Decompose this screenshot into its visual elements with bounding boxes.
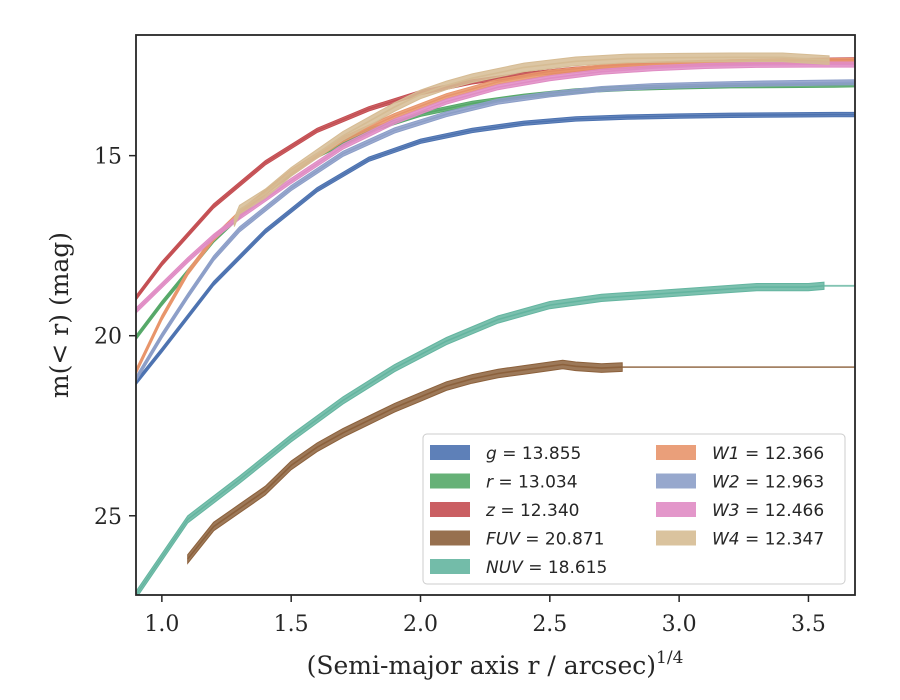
tick-layer: 1.0 1.5 2.0 2.5 3.0 3.5 15 20 25 bbox=[94, 145, 826, 637]
x-tick-label: 1.0 bbox=[144, 612, 179, 637]
legend: g = 13.855 r = 13.034 z = 12.340 FUV = 20.8… bbox=[422, 433, 846, 585]
legend-swatch-r bbox=[430, 473, 470, 489]
y-tick-label: 25 bbox=[94, 505, 122, 530]
series-band-nuv bbox=[136, 281, 825, 595]
series-line-g bbox=[136, 113, 855, 383]
legend-swatch-w1 bbox=[656, 445, 696, 460]
legend-swatch-w3 bbox=[656, 502, 696, 517]
legend-label-z: z = 12.340 bbox=[485, 501, 579, 521]
series-line-w2 bbox=[136, 81, 855, 380]
y-axis-label: m(< r) (mag) bbox=[45, 232, 74, 398]
x-tick-label: 3.5 bbox=[791, 612, 826, 637]
legend-swatch-w2 bbox=[656, 473, 696, 489]
series-fuv bbox=[187, 359, 855, 565]
series-band-g bbox=[136, 111, 855, 386]
x-tick-label: 2.0 bbox=[403, 612, 438, 637]
series-layer bbox=[136, 52, 855, 595]
legend-box bbox=[422, 433, 846, 585]
series-w4 bbox=[233, 52, 830, 227]
series-w3 bbox=[136, 61, 855, 314]
series-g bbox=[136, 111, 855, 386]
legend-label-r: r = 13.034 bbox=[486, 473, 578, 493]
legend-label-w1: W1 = 12.366 bbox=[712, 444, 824, 464]
series-line-w4 bbox=[233, 56, 830, 223]
legend-swatch-g bbox=[430, 445, 470, 460]
legend-label-w3: W3 = 12.466 bbox=[712, 501, 824, 521]
x-tick-label: 2.5 bbox=[532, 612, 567, 637]
legend-label-fuv: FUV = 20.871 bbox=[486, 530, 604, 550]
series-band-w3 bbox=[136, 61, 855, 314]
legend-label-w4: W4 = 12.347 bbox=[712, 530, 824, 550]
series-line-fuv bbox=[187, 363, 623, 560]
series-line-nuv bbox=[136, 285, 825, 595]
series-nuv bbox=[136, 281, 855, 595]
series-band-z bbox=[136, 57, 855, 301]
series-w2 bbox=[136, 79, 855, 383]
series-band-w4 bbox=[233, 52, 830, 227]
series-line-w1 bbox=[136, 60, 855, 373]
legend-label-w2: W2 = 12.963 bbox=[712, 473, 824, 493]
legend-label-nuv: NUV = 18.615 bbox=[486, 558, 607, 578]
plot-frame bbox=[135, 34, 856, 596]
legend-label-g: g = 13.855 bbox=[486, 444, 581, 464]
y-tick-label: 20 bbox=[94, 325, 122, 350]
x-tick-label: 1.5 bbox=[274, 612, 309, 637]
y-tick-label: 15 bbox=[94, 145, 122, 170]
series-line-w3 bbox=[136, 63, 855, 312]
legend-swatch-w4 bbox=[656, 530, 696, 546]
legend-swatch-z bbox=[430, 502, 470, 517]
series-band-w2 bbox=[136, 79, 855, 383]
legend-swatch-fuv bbox=[430, 530, 470, 546]
x-axis-label: (Semi-major axis r / arcsec)1/4 bbox=[307, 648, 684, 680]
series-band-fuv bbox=[187, 359, 623, 565]
legend-swatch-nuv bbox=[430, 559, 470, 574]
x-tick-label: 3.0 bbox=[662, 612, 697, 637]
